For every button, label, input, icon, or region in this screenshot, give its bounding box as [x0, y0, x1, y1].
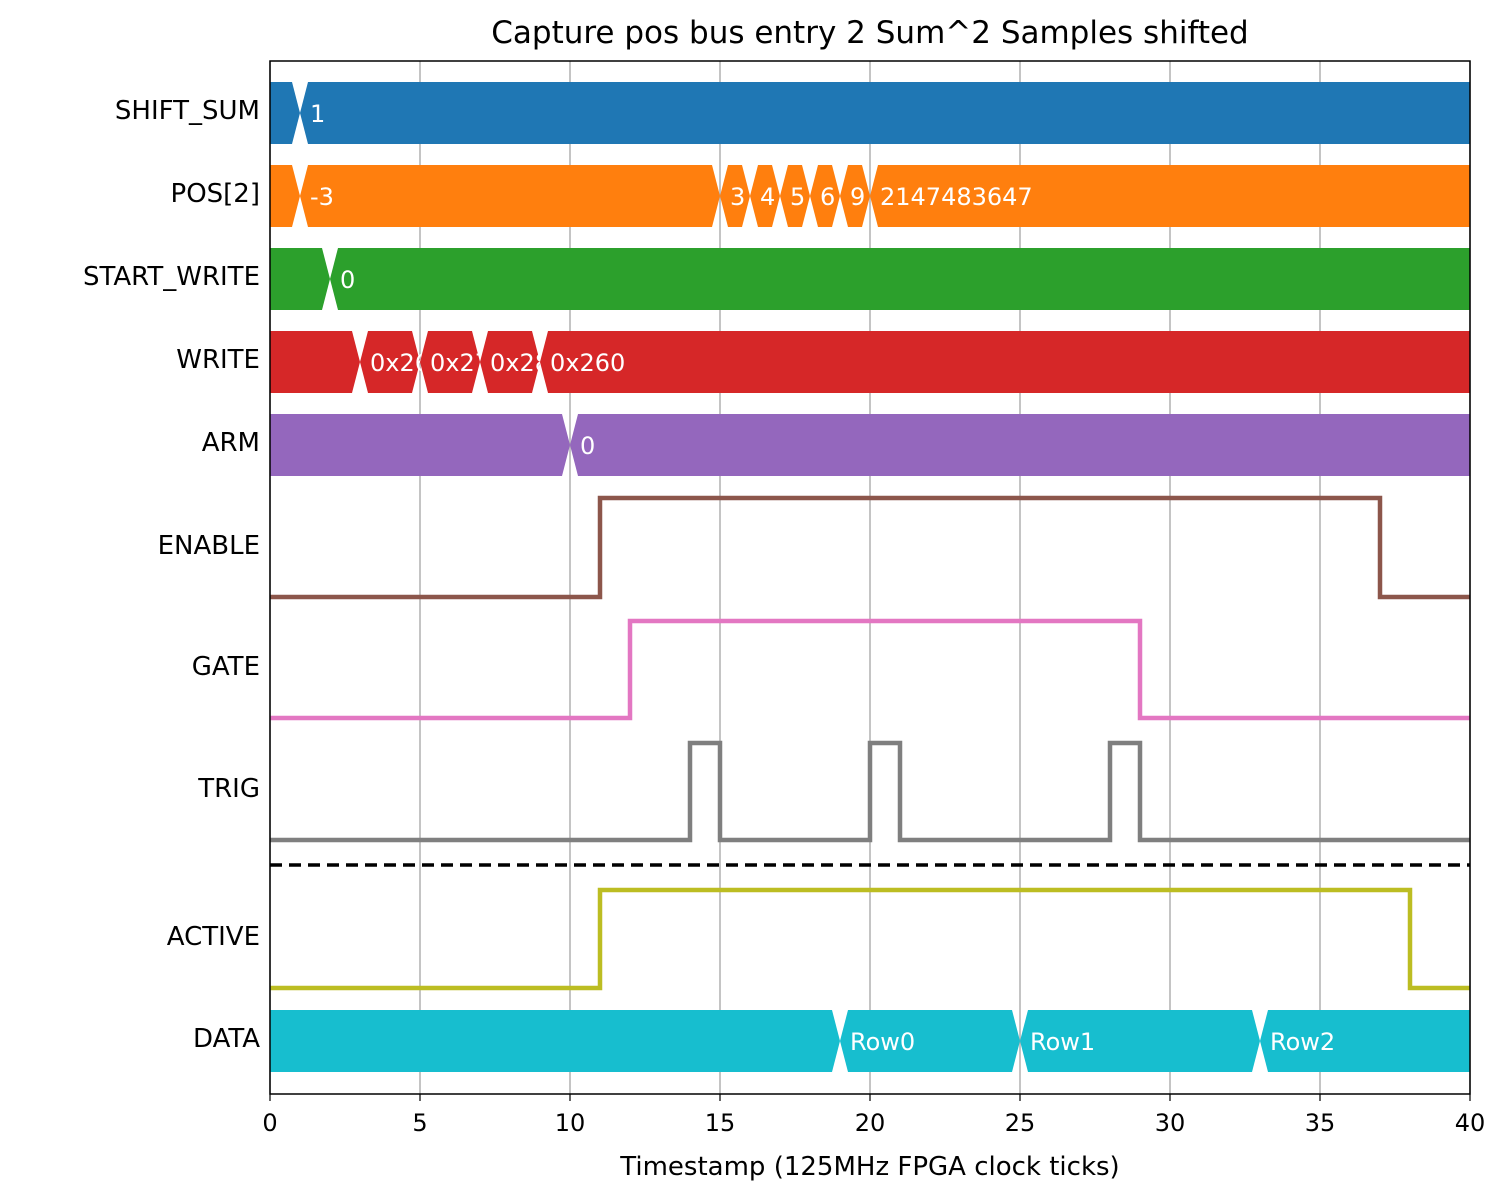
x-tick-label-8: 40	[1455, 1109, 1486, 1137]
bus-segment-write-2	[420, 331, 480, 393]
bus-segment-pos-2--6	[840, 165, 870, 227]
bus-segment-pos-2--5	[810, 165, 840, 227]
bus-segment-pos-2--2	[720, 165, 750, 227]
signal-label-shift-sum: SHIFT_SUM	[115, 96, 260, 126]
bus-segment-start-write-0	[270, 248, 330, 310]
bus-segment-write-3	[480, 331, 540, 393]
bus-segment-pos-2--1	[300, 165, 720, 227]
plot-frame	[269, 60, 1471, 1095]
bus-value-shift-sum-1: 1	[310, 100, 325, 128]
bus-segment-data-3	[1260, 1010, 1470, 1072]
signal-label-start-write: START_WRITE	[83, 262, 260, 292]
bus-value-start-write-1: 0	[340, 266, 355, 294]
x-axis-label: Timestamp (125MHz FPGA clock ticks)	[619, 1152, 1119, 1182]
bus-value-pos-2--5: 6	[820, 183, 835, 211]
x-tick-label-5: 25	[1005, 1109, 1036, 1137]
x-tick-label-1: 5	[412, 1109, 427, 1137]
bit-trace-enable	[270, 495, 1470, 600]
signal-label-enable: ENABLE	[158, 531, 260, 561]
bus-segment-pos-2--3	[750, 165, 780, 227]
x-tick-label-6: 30	[1155, 1109, 1186, 1137]
x-tick-label-0: 0	[262, 1109, 277, 1137]
bus-value-arm-1: 0	[580, 432, 595, 460]
signal-label-gate: GATE	[192, 652, 260, 682]
x-axis: 0 5 10 15 20 25 30 35 40	[262, 1094, 1485, 1137]
bus-value-write-4: 0x260	[550, 349, 625, 377]
chart-title: Capture pos bus entry 2 Sum^2 Samples sh…	[491, 15, 1249, 51]
bus-segment-arm-1	[570, 414, 1470, 476]
bit-trace-gate	[270, 618, 1470, 721]
bus-segment-shift-sum-0	[270, 82, 300, 144]
bus-segment-write-0	[270, 331, 360, 393]
bus-segment-data-0	[270, 1010, 840, 1072]
bus-segment-pos-2--0	[270, 165, 300, 227]
x-tick-label-7: 35	[1305, 1109, 1336, 1137]
signal-label-arm: ARM	[202, 428, 260, 458]
x-tick-label-3: 15	[705, 1109, 736, 1137]
signal-label-active: ACTIVE	[167, 922, 260, 952]
signal-label-write: WRITE	[176, 345, 260, 375]
bus-segment-write-4	[540, 331, 1470, 393]
bus-value-write-2: 0x27	[430, 349, 490, 377]
signal-label-data: DATA	[193, 1024, 260, 1054]
bus-value-pos-2--3: 4	[760, 183, 775, 211]
bus-value-data-2: Row1	[1030, 1028, 1095, 1056]
bus-value-pos-2--2: 3	[730, 183, 745, 211]
signal-label-trig: TRIG	[197, 774, 260, 804]
signal-traces: 1 -3 3 4 5 6 9 2147483647 0 0x26 0x27 0x28 0x260 0 Row…	[270, 82, 1470, 1072]
bus-value-data-1: Row0	[850, 1028, 915, 1056]
bus-segment-data-2	[1020, 1010, 1260, 1072]
bus-segment-arm-0	[270, 414, 570, 476]
bus-value-write-3: 0x28	[490, 349, 550, 377]
bus-value-pos-2--7: 2147483647	[880, 183, 1033, 211]
bus-segment-pos-2--4	[780, 165, 810, 227]
bus-value-pos-2--1: -3	[310, 183, 334, 211]
bit-trace-trig	[270, 740, 1470, 843]
bus-segment-data-1	[840, 1010, 1020, 1072]
bus-value-data-3: Row2	[1270, 1028, 1335, 1056]
bus-value-write-1: 0x26	[370, 349, 430, 377]
x-tick-label-4: 20	[855, 1109, 886, 1137]
bus-value-pos-2--4: 5	[790, 183, 805, 211]
bus-segment-shift-sum-1	[300, 82, 1470, 144]
x-tick-label-2: 10	[555, 1109, 586, 1137]
bus-value-pos-2--6: 9	[850, 183, 865, 211]
bus-segment-write-1	[360, 331, 420, 393]
signal-labels: SHIFT_SUM POS[2] START_WRITE WRITE ARM ENABLE…	[83, 96, 260, 1054]
signal-label-pos-2-: POS[2]	[171, 179, 260, 209]
bit-trace-active	[270, 887, 1470, 991]
bus-segment-start-write-1	[330, 248, 1470, 310]
bus-segment-pos-2--7	[870, 165, 1470, 227]
